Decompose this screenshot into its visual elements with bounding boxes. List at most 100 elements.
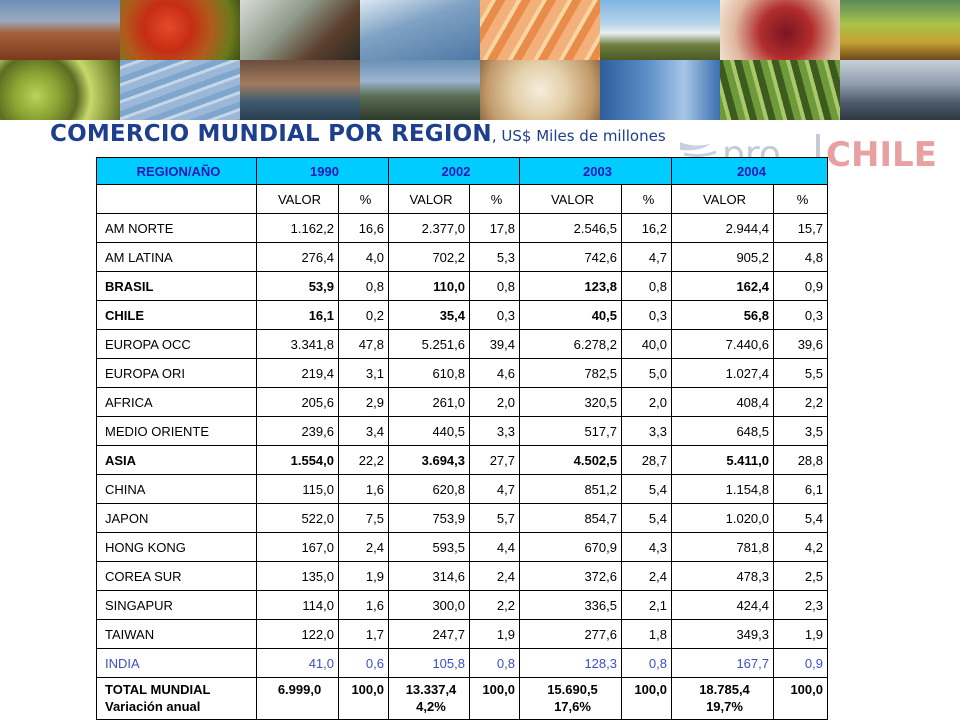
value-cell: 522,0 xyxy=(256,503,339,533)
percent-cell: 3,4 xyxy=(338,416,389,446)
percent-cell: 17,8 xyxy=(469,213,520,243)
page-title-main: COMERCIO MUNDIAL POR REGION xyxy=(50,121,492,147)
region-label: JAPON xyxy=(96,503,257,533)
subheader-valor: VALOR xyxy=(519,184,622,214)
percent-cell: 16,6 xyxy=(338,213,389,243)
value-cell: 408,4 xyxy=(671,387,774,417)
value-cell: 781,8 xyxy=(671,532,774,562)
banner-photo-grapes xyxy=(840,0,960,60)
percent-cell: 28,7 xyxy=(621,445,672,475)
percent-cell: 22,2 xyxy=(338,445,389,475)
percent-cell: 0,3 xyxy=(621,300,672,330)
logo-text-chile: CHILE xyxy=(826,135,937,175)
value-cell: 7.440,6 xyxy=(671,329,774,359)
percent-cell: 1,6 xyxy=(338,474,389,504)
percent-cell: 4,2 xyxy=(773,532,828,562)
percent-cell: 3,3 xyxy=(621,416,672,446)
value-cell: 854,7 xyxy=(519,503,622,533)
value-cell: 905,2 xyxy=(671,242,774,272)
percent-cell: 0,9 xyxy=(773,271,828,301)
banner-photo-desert xyxy=(0,0,120,60)
table-row: INDIA 41,0 0,6 105,8 0,8 128,3 0,8 167,7 0,9 xyxy=(96,648,828,678)
percent-cell: 5,3 xyxy=(469,242,520,272)
page-title-units: , US$ Miles de millones xyxy=(491,127,666,145)
percent-cell: 0,8 xyxy=(338,271,389,301)
percent-cell: 1,9 xyxy=(469,619,520,649)
table-row: BRASIL 53,9 0,8 110,0 0,8 123,8 0,8 162,4 0,9 xyxy=(96,271,828,301)
value-cell: 128,3 xyxy=(519,648,622,678)
percent-cell: 27,7 xyxy=(469,445,520,475)
region-label: CHINA xyxy=(96,474,257,504)
table-row: MEDIO ORIENTE 239,6 3,4 440,5 3,3 517,7 3,3 648… xyxy=(96,416,828,446)
value-cell: 162,4 xyxy=(671,271,774,301)
value-cell: 300,0 xyxy=(388,590,470,620)
value-cell: 336,5 xyxy=(519,590,622,620)
percent-cell: 4,7 xyxy=(621,242,672,272)
value-cell: 372,6 xyxy=(519,561,622,591)
percent-cell: 5,4 xyxy=(621,474,672,504)
table-row: CHINA 115,0 1,6 620,8 4,7 851,2 5,4 1.154,8 6,1 xyxy=(96,474,828,504)
table-row: EUROPA ORI 219,4 3,1 610,8 4,6 782,5 5,0 1.027,… xyxy=(96,358,828,388)
region-label: EUROPA OCC xyxy=(96,329,257,359)
percent-cell: 5,5 xyxy=(773,358,828,388)
value-cell: 16,1 xyxy=(256,300,339,330)
subheader-pct: % xyxy=(621,184,672,214)
header-1990: 1990 xyxy=(256,157,389,185)
value-cell: 135,0 xyxy=(256,561,339,591)
percent-cell: 2,9 xyxy=(338,387,389,417)
value-cell: 314,6 xyxy=(388,561,470,591)
subheader-empty xyxy=(96,184,257,214)
value-cell: 277,6 xyxy=(519,619,622,649)
table-row: SINGAPUR 114,0 1,6 300,0 2,2 336,5 2,1 424,4 2,3 xyxy=(96,590,828,620)
value-cell: 3.341,8 xyxy=(256,329,339,359)
value-cell: 320,5 xyxy=(519,387,622,417)
value-cell: 167,0 xyxy=(256,532,339,562)
total-value-2003: 15.690,5 17,6% xyxy=(519,677,622,720)
value-cell: 2.546,5 xyxy=(519,213,622,243)
percent-cell: 2,5 xyxy=(773,561,828,591)
percent-cell: 2,3 xyxy=(773,590,828,620)
subheader-valor: VALOR xyxy=(671,184,774,214)
value-cell: 3.694,3 xyxy=(388,445,470,475)
header-region: REGION/AÑO xyxy=(96,157,257,185)
total-variation: 17,6% xyxy=(554,699,591,714)
total-pct-2004: 100,0 xyxy=(773,677,828,720)
percent-cell: 16,2 xyxy=(621,213,672,243)
table-total-row: TOTAL MUNDIAL Variación anual 6.999,0 100… xyxy=(96,677,828,720)
photo-banner xyxy=(0,0,960,120)
percent-cell: 4,7 xyxy=(469,474,520,504)
region-label: ASIA xyxy=(96,445,257,475)
table-row: AM LATINA 276,4 4,0 702,2 5,3 742,6 4,7 905,2 4,… xyxy=(96,242,828,272)
subheader-pct: % xyxy=(773,184,828,214)
value-cell: 40,5 xyxy=(519,300,622,330)
region-label: TAIWAN xyxy=(96,619,257,649)
value-cell: 593,5 xyxy=(388,532,470,562)
percent-cell: 2,2 xyxy=(469,590,520,620)
trade-table: REGION/AÑO 1990 2002 2003 2004 VALOR % V… xyxy=(96,157,828,720)
value-cell: 1.554,0 xyxy=(256,445,339,475)
page-title: COMERCIO MUNDIAL POR REGION, US$ Miles d… xyxy=(50,121,666,147)
value-cell: 4.502,5 xyxy=(519,445,622,475)
value-cell: 114,0 xyxy=(256,590,339,620)
value-cell: 670,9 xyxy=(519,532,622,562)
percent-cell: 5,7 xyxy=(469,503,520,533)
percent-cell: 3,3 xyxy=(469,416,520,446)
table-subheader-row: VALOR % VALOR % VALOR % VALOR % xyxy=(96,184,828,214)
table-row: CHILE 16,1 0,2 35,4 0,3 40,5 0,3 56,8 0,3 xyxy=(96,300,828,330)
value-cell: 115,0 xyxy=(256,474,339,504)
percent-cell: 47,8 xyxy=(338,329,389,359)
percent-cell: 0,3 xyxy=(469,300,520,330)
percent-cell: 6,1 xyxy=(773,474,828,504)
percent-cell: 15,7 xyxy=(773,213,828,243)
value-cell: 1.154,8 xyxy=(671,474,774,504)
percent-cell: 0,6 xyxy=(338,648,389,678)
percent-cell: 2,4 xyxy=(621,561,672,591)
value-cell: 110,0 xyxy=(388,271,470,301)
percent-cell: 7,5 xyxy=(338,503,389,533)
header-2004: 2004 xyxy=(671,157,828,185)
table-row: EUROPA OCC 3.341,8 47,8 5.251,6 39,4 6.278,2 4… xyxy=(96,329,828,359)
total-label-main: TOTAL MUNDIAL xyxy=(105,682,211,697)
total-pct-2003: 100,0 xyxy=(621,677,672,720)
table-header-row: REGION/AÑO 1990 2002 2003 2004 xyxy=(96,157,828,185)
table-row: AFRICA 205,6 2,9 261,0 2,0 320,5 2,0 408,4 2,2 xyxy=(96,387,828,417)
